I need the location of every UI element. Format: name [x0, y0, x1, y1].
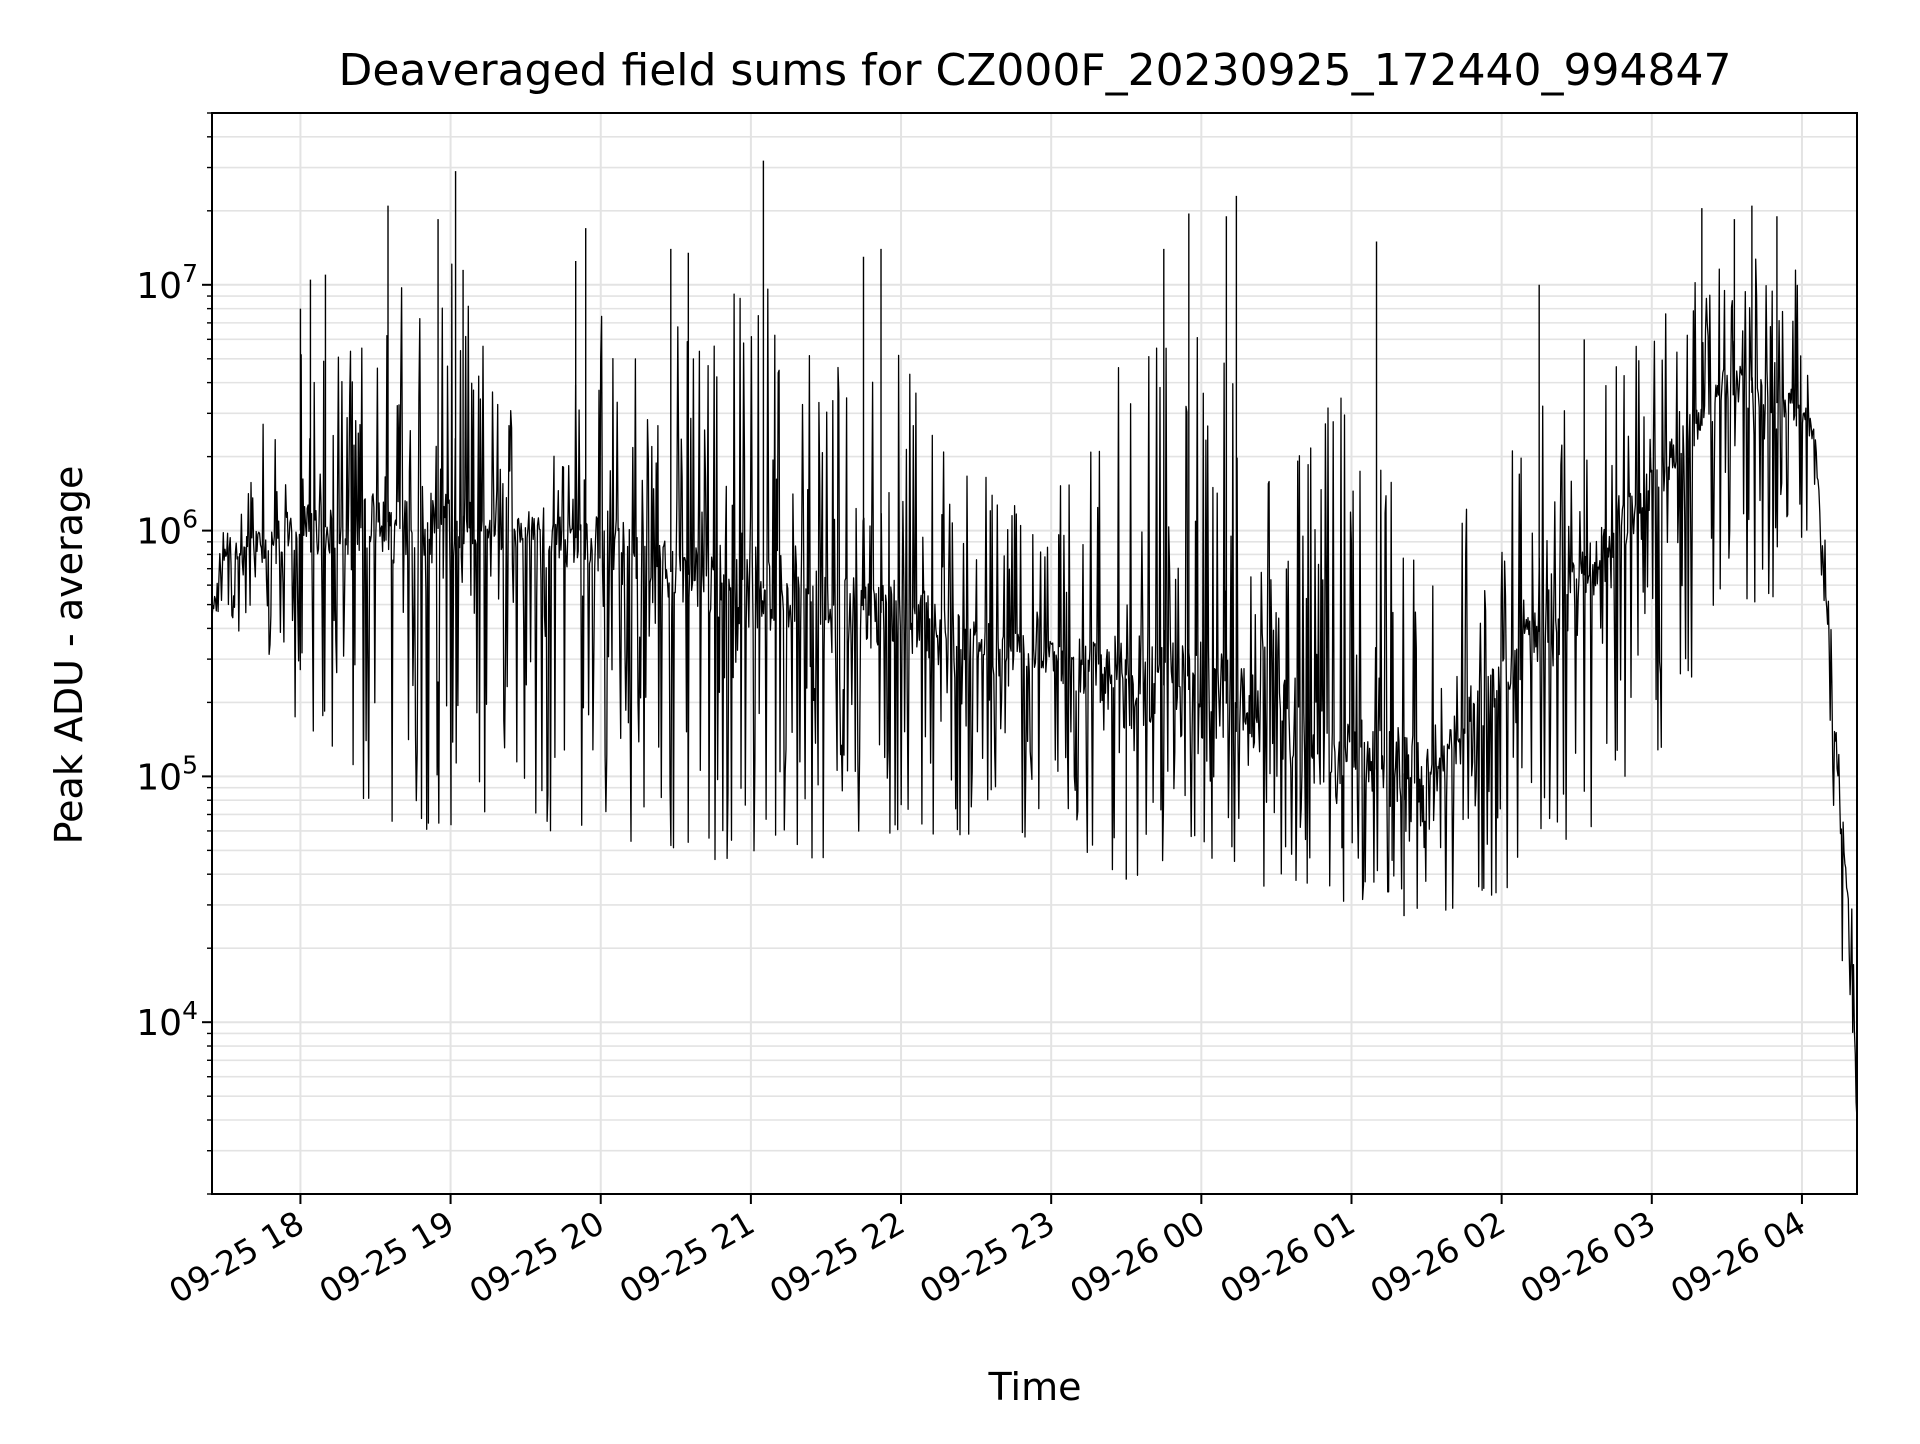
series: [211, 160, 1858, 1144]
grid: [212, 112, 1857, 1195]
y-tick-label: 107: [136, 259, 198, 307]
plot-frame: [211, 112, 1858, 1195]
x-axis-label: Time: [988, 1365, 1082, 1409]
chart-title: Deaveraged field sums for CZ000F_2023092…: [338, 45, 1731, 96]
series-line: [211, 258, 1858, 1120]
y-tick-label: 105: [136, 750, 198, 798]
y-axis-label: Peak ADU - average: [47, 466, 91, 845]
y-tick-label: 106: [136, 505, 198, 553]
y-tick-label: 104: [136, 996, 198, 1044]
